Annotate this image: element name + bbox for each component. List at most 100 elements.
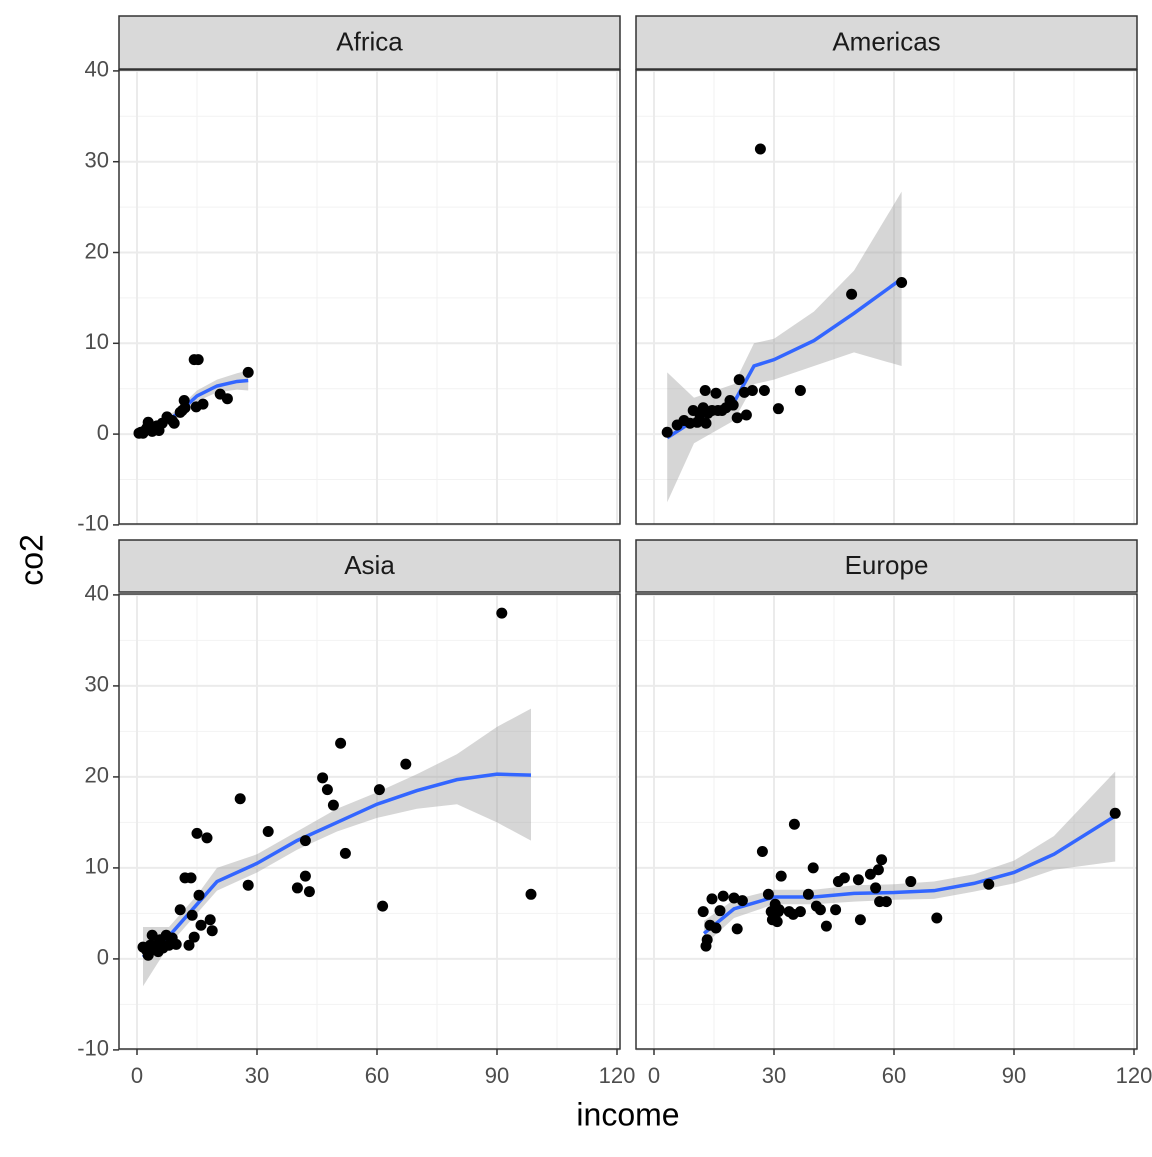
x-tick-label: 60 xyxy=(365,1063,389,1088)
point xyxy=(242,366,254,378)
y-tick-label: 40 xyxy=(85,57,109,82)
point xyxy=(183,939,195,951)
point xyxy=(733,374,745,386)
confidence-band xyxy=(704,771,1116,946)
point xyxy=(195,919,207,931)
point xyxy=(400,758,412,770)
point xyxy=(880,896,892,908)
point xyxy=(317,772,329,784)
point xyxy=(291,882,303,894)
x-tick-label: 0 xyxy=(648,1063,660,1088)
strip xyxy=(635,15,1138,70)
point xyxy=(299,835,311,847)
point xyxy=(700,417,712,429)
point xyxy=(854,914,866,926)
x-tick-label: 30 xyxy=(245,1063,269,1088)
point xyxy=(905,876,917,888)
point xyxy=(876,854,888,866)
panel-border xyxy=(635,69,1138,525)
point xyxy=(807,862,819,874)
point xyxy=(525,888,537,900)
y-tick-label: 10 xyxy=(85,854,109,879)
x-tick-label: 90 xyxy=(1002,1063,1026,1088)
point xyxy=(146,929,158,941)
point xyxy=(174,904,186,916)
point xyxy=(191,827,203,839)
fit-line xyxy=(141,772,532,959)
x-axis-title: income xyxy=(576,1096,679,1132)
point xyxy=(201,832,213,844)
point xyxy=(756,846,768,858)
point xyxy=(186,909,198,921)
point xyxy=(701,934,713,946)
point xyxy=(377,900,389,912)
point xyxy=(830,904,842,916)
point xyxy=(303,886,315,898)
point xyxy=(754,143,766,155)
strip-label: Africa xyxy=(336,26,403,56)
point xyxy=(762,888,774,900)
point xyxy=(731,412,743,424)
point xyxy=(775,870,787,882)
point xyxy=(1109,807,1121,819)
point xyxy=(710,387,722,399)
y-tick-label: 10 xyxy=(85,329,109,354)
panel-border xyxy=(635,593,1138,1050)
point xyxy=(179,402,191,414)
point xyxy=(661,426,673,438)
x-tick-label: 60 xyxy=(882,1063,906,1088)
point xyxy=(192,354,204,366)
strip xyxy=(118,15,621,70)
point xyxy=(234,793,246,805)
point xyxy=(717,890,729,902)
fit-line xyxy=(702,814,1117,935)
point xyxy=(242,879,254,891)
y-tick-label: 20 xyxy=(85,238,109,263)
point xyxy=(896,276,908,288)
point xyxy=(697,906,709,918)
confidence-band xyxy=(143,708,531,987)
y-tick-label: -10 xyxy=(77,511,109,536)
point xyxy=(168,417,180,429)
point xyxy=(699,385,711,397)
point xyxy=(710,922,722,934)
point xyxy=(188,931,200,943)
panel-background xyxy=(636,594,1137,1049)
point xyxy=(262,826,274,838)
y-tick-label: -10 xyxy=(77,1036,109,1061)
point xyxy=(872,864,884,876)
strip xyxy=(118,539,621,593)
x-tick-label: 30 xyxy=(762,1063,786,1088)
point xyxy=(321,784,333,796)
point xyxy=(794,906,806,918)
point xyxy=(814,904,826,916)
point xyxy=(727,399,739,411)
point xyxy=(714,905,726,917)
x-tick-label: 120 xyxy=(1116,1063,1152,1088)
point xyxy=(335,737,347,749)
y-tick-label: 20 xyxy=(85,763,109,788)
point xyxy=(185,872,197,884)
point xyxy=(193,889,205,901)
x-tick-label: 120 xyxy=(599,1063,636,1088)
panel-background xyxy=(119,594,620,1049)
strip-label: Americas xyxy=(832,26,940,56)
y-tick-label: 30 xyxy=(85,672,109,697)
point xyxy=(983,878,995,890)
strip xyxy=(635,539,1138,593)
panel-border xyxy=(118,593,621,1050)
strip-label: Europe xyxy=(845,550,929,580)
point xyxy=(820,920,832,932)
point xyxy=(221,393,233,405)
confidence-band xyxy=(667,191,902,503)
point xyxy=(731,923,743,935)
point xyxy=(706,893,718,905)
point xyxy=(170,938,182,950)
point xyxy=(197,398,209,410)
point xyxy=(496,607,508,619)
point xyxy=(773,904,785,916)
point xyxy=(728,892,740,904)
panel-background xyxy=(636,70,1137,524)
point xyxy=(846,288,858,300)
strip-label: Asia xyxy=(344,550,395,580)
